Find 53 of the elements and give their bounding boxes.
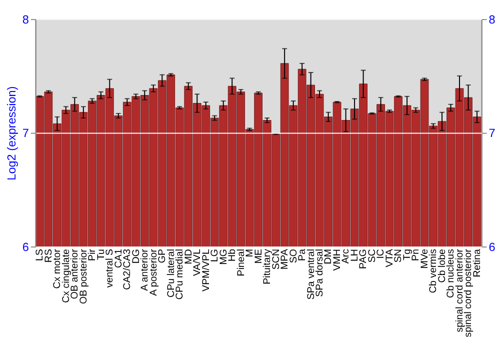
x-tick-label: Cb lobe bbox=[436, 248, 448, 283]
x-tick-label: MPA bbox=[280, 248, 291, 270]
x-tick-label: SPa dorsal bbox=[314, 248, 326, 297]
x-tick-label: IC bbox=[376, 248, 387, 259]
x-tick-label: Tu bbox=[96, 248, 107, 260]
x-tick-label: ME bbox=[253, 248, 264, 264]
y-tick-label: 8 bbox=[22, 13, 30, 26]
x-tick-label: LG bbox=[210, 248, 221, 262]
x-tick-label: Arc bbox=[340, 248, 352, 264]
x-tick-label: SCN bbox=[270, 248, 282, 270]
y-axis-title: Log2 (expression) bbox=[6, 86, 19, 180]
x-tick-label: Hb bbox=[227, 248, 238, 262]
x-tick-label: VPM/VPL bbox=[200, 248, 212, 292]
x-tick-label: VA/VL bbox=[192, 248, 204, 276]
x-tick-label: M bbox=[244, 248, 256, 258]
x-tick-label: VMH bbox=[332, 248, 343, 271]
x-tick-label: DM bbox=[323, 248, 334, 264]
x-tick-label: spinal cord posterior bbox=[463, 248, 474, 338]
x-tick-label: PAG bbox=[358, 248, 370, 269]
x-tick-label: ventral S bbox=[104, 248, 116, 288]
x-tick-label: GP bbox=[157, 248, 168, 264]
x-tick-label: A posterior bbox=[148, 248, 160, 296]
x-tick-label: Tg bbox=[402, 248, 413, 260]
x-tick-label: Pir bbox=[87, 248, 98, 261]
y2-tick-label: 7 bbox=[488, 127, 496, 140]
x-tick-label: VTA bbox=[384, 248, 396, 268]
x-tick-label: CPu medial bbox=[174, 248, 186, 300]
x-tick-label: OB anterior bbox=[70, 248, 81, 300]
x-tick-label: SN bbox=[393, 248, 404, 263]
x-tick-label: Pineal bbox=[236, 248, 247, 276]
y2-tick-label: 6 bbox=[488, 240, 496, 254]
x-tick-label: CA2/CA3 bbox=[122, 248, 134, 290]
x-tick-label: SC bbox=[366, 248, 378, 263]
x-tick-label: Retina bbox=[472, 248, 483, 278]
x-tick-label: RS bbox=[43, 248, 54, 263]
x-tick-label: MD bbox=[183, 248, 194, 264]
x-tick-label: CA1 bbox=[113, 248, 124, 268]
x-tick-label: DG bbox=[130, 248, 142, 264]
x-tick-label: SO bbox=[288, 248, 300, 264]
y2-tick-label: 8 bbox=[488, 13, 496, 26]
x-tick-label: LS bbox=[34, 248, 46, 261]
x-tick-label: Cx cingulate bbox=[60, 248, 72, 303]
x-tick-label: A anterior bbox=[140, 248, 151, 291]
x-tick-label: LH bbox=[349, 248, 360, 262]
x-tick-label: MVe bbox=[419, 248, 430, 269]
x-tick-label: Pituitary bbox=[262, 248, 274, 284]
y-tick-label: 7 bbox=[22, 127, 29, 140]
x-tick-label: Pn bbox=[410, 248, 422, 261]
x-tick-label: OB posterior bbox=[78, 248, 90, 304]
x-tick-label: Pa bbox=[297, 248, 308, 261]
x-tick-label: spinal cord anterior bbox=[454, 248, 466, 332]
y-tick-label: 6 bbox=[22, 240, 30, 254]
x-tick-label: Cb nucleus bbox=[446, 248, 457, 298]
